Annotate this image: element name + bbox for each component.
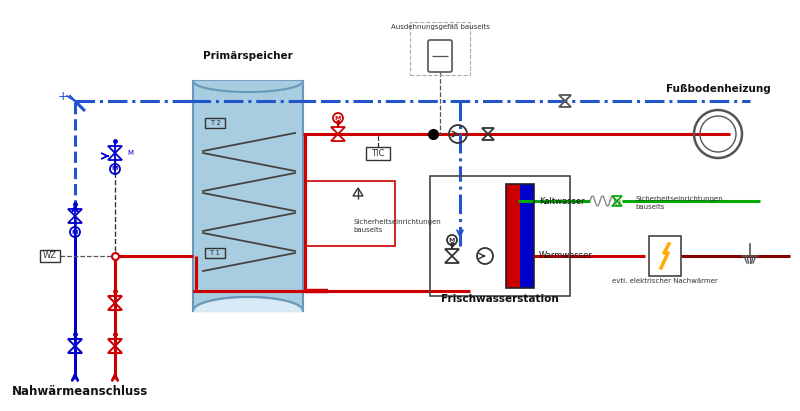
Text: M: M (112, 166, 118, 171)
Text: TIC: TIC (371, 150, 385, 159)
Text: Nahwärmeanschluss: Nahwärmeanschluss (12, 385, 148, 397)
FancyBboxPatch shape (193, 81, 303, 311)
Bar (520, 184, 534, 288)
Bar (506, 184, 520, 288)
Text: evtl. elektrischer Nachwärmer: evtl. elektrischer Nachwärmer (612, 278, 718, 284)
Text: M: M (127, 150, 133, 156)
Text: Sicherheitseinrichtungen
bauseits: Sicherheitseinrichtungen bauseits (353, 219, 441, 233)
Text: Kaltwasser: Kaltwasser (539, 196, 585, 206)
Text: M: M (335, 115, 341, 120)
Text: Primärspeicher: Primärspeicher (203, 51, 293, 61)
Text: Frischwasserstation: Frischwasserstation (441, 294, 559, 304)
Text: +: + (58, 90, 68, 102)
Text: M: M (449, 238, 455, 242)
Text: Ausdehnungsgefäß bauseits: Ausdehnungsgefäß bauseits (390, 24, 490, 30)
Text: M: M (72, 229, 78, 235)
Text: T 1: T 1 (210, 250, 221, 256)
Text: Fußbodenheizung: Fußbodenheizung (666, 84, 770, 94)
Text: WZ: WZ (43, 252, 57, 261)
Text: T 2: T 2 (210, 120, 221, 126)
Text: Sicherheitseinrichtungen
bauseits: Sicherheitseinrichtungen bauseits (635, 196, 722, 210)
Text: Warmwasser: Warmwasser (539, 252, 593, 261)
